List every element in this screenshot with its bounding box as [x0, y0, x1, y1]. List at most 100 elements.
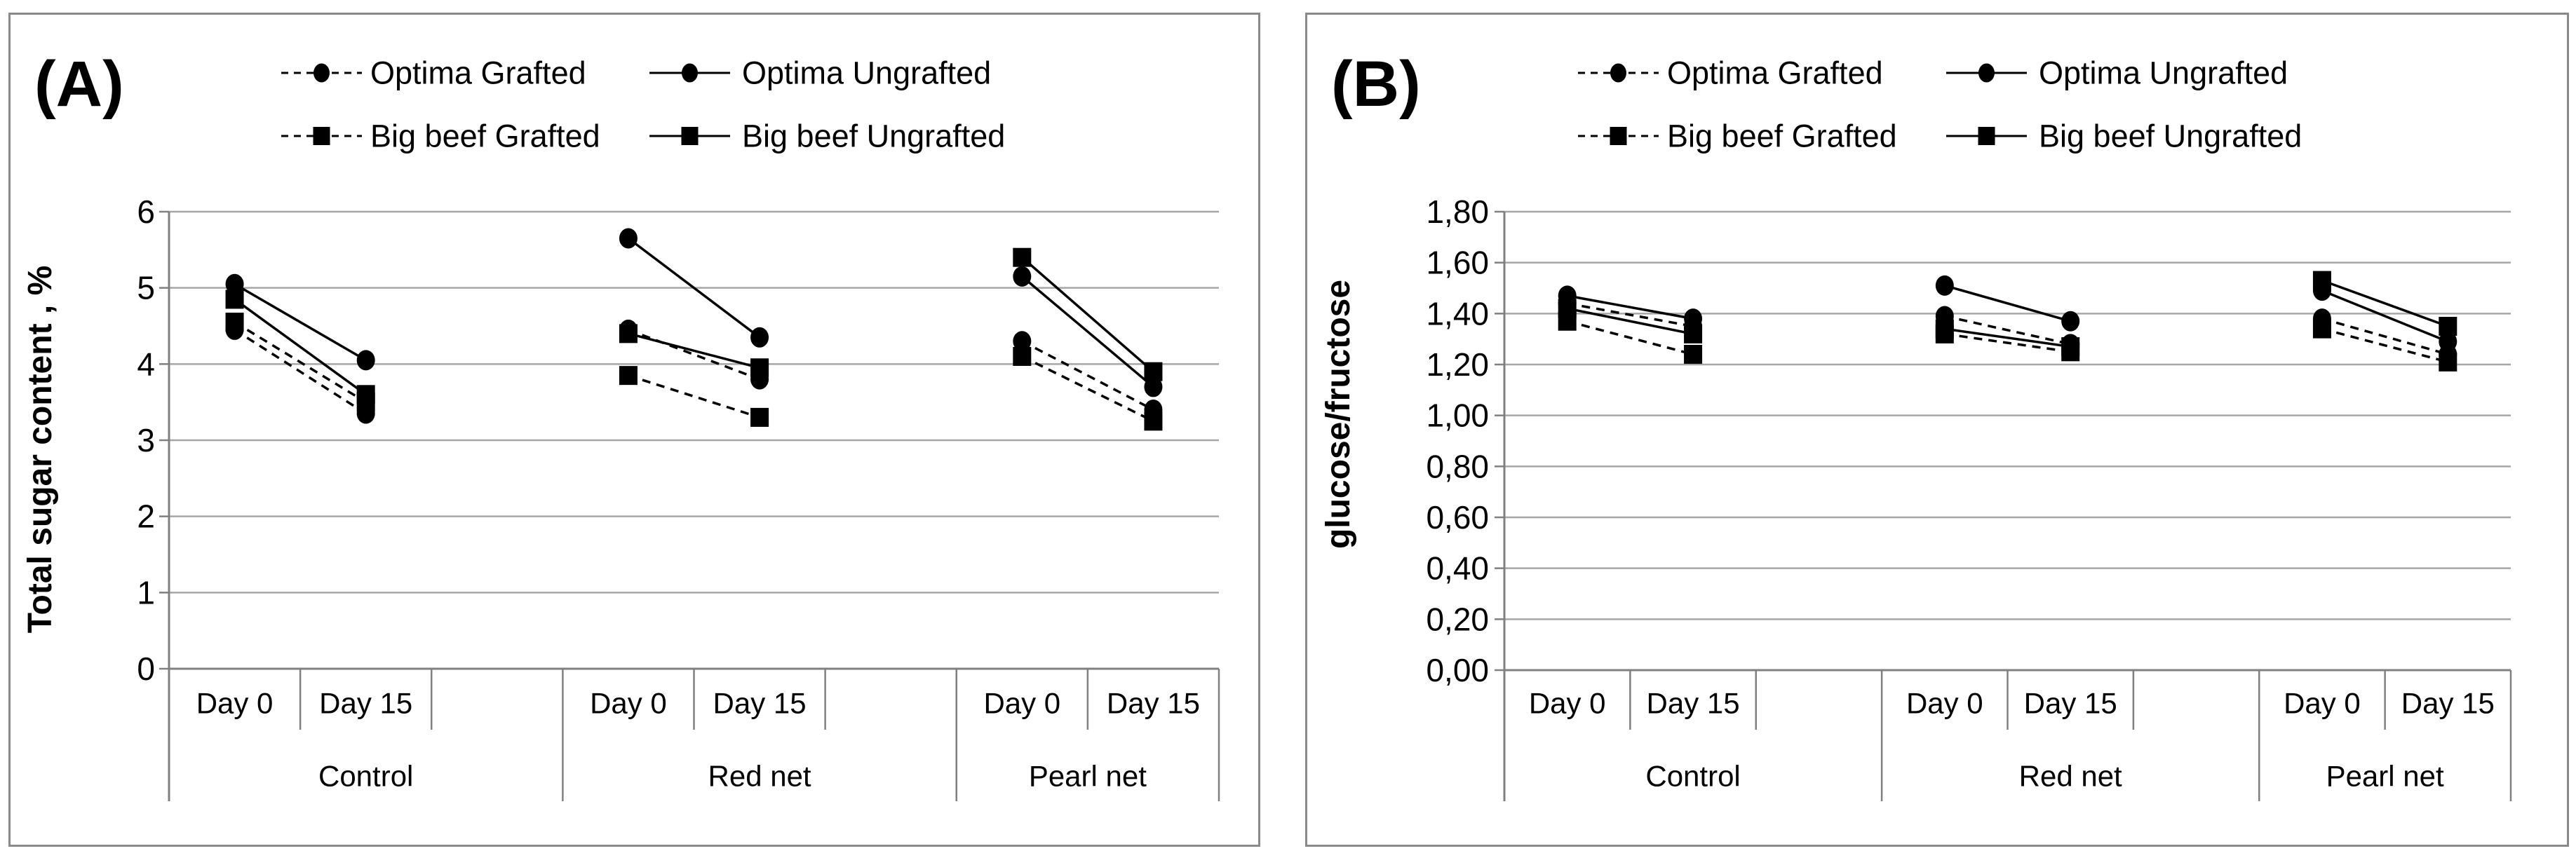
y-tick-label: 5: [137, 270, 155, 306]
series-marker-square: [2439, 352, 2457, 372]
y-tick-label: 0,00: [1426, 652, 1489, 688]
y-tick-label: 1,80: [1426, 193, 1489, 230]
series-marker-circle: [1013, 331, 1032, 352]
day-label: Day 0: [590, 687, 667, 720]
series-line: [1021, 340, 1154, 411]
chart-a-svg: 6 5 4 3 2 1 0 Day 0 Day 15 Day 0 Day 15 Day 0 Day 15…: [22, 48, 1220, 801]
day-label: Day 0: [1906, 687, 1983, 720]
legend-marker-circle: [1610, 63, 1626, 83]
series-line: [1567, 320, 1694, 356]
y-tick-label: 0: [137, 651, 155, 687]
series-line: [1567, 302, 1694, 328]
series-line: [234, 328, 367, 415]
series-marker-square: [1558, 299, 1577, 318]
series-marker-circle: [356, 350, 375, 371]
series-marker-circle: [619, 228, 638, 249]
day-label: Day 15: [2401, 687, 2495, 720]
y-tick-label: 0,60: [1426, 499, 1489, 536]
series-marker-circle: [1013, 266, 1032, 287]
group-label: Red net: [2019, 760, 2122, 793]
y-tick-label: 6: [137, 193, 155, 230]
y-tick-label: 1,40: [1426, 295, 1489, 332]
panel-b: 1,80 1,60 1,40 1,20 1,00 0,80 0,60 0,40 0,20 0,00…: [1305, 13, 2569, 847]
day-label: Day 15: [713, 687, 807, 720]
group-label: Control: [318, 760, 413, 793]
legend-label: Big beef Grafted: [370, 118, 600, 154]
series-marker-circle: [1935, 275, 1954, 296]
series-marker-circle: [1144, 376, 1163, 397]
series-marker-square: [750, 358, 769, 378]
y-tick-label: 1,60: [1426, 245, 1489, 281]
group-label: Control: [1645, 760, 1740, 793]
y-tick-label: 1: [137, 574, 155, 611]
y-tick-label: 4: [137, 346, 155, 382]
y-axis-title-b: glucose/fructose: [1320, 280, 1357, 549]
legend-marker-square: [681, 127, 699, 145]
day-label: Day 15: [1107, 687, 1200, 720]
series-line: [2321, 290, 2448, 343]
series-line: [234, 282, 367, 362]
legend-marker-square: [313, 127, 330, 145]
series-marker-square: [1144, 411, 1163, 431]
series-marker-square: [1013, 346, 1032, 366]
legend-label: Big beef Ungrafted: [742, 118, 1005, 154]
series-marker-circle: [225, 273, 244, 294]
series-line: [1567, 294, 1694, 320]
day-label: Day 15: [319, 687, 412, 720]
day-label: Day 0: [983, 687, 1060, 720]
series-line: [1021, 256, 1154, 373]
day-label: Day 0: [196, 687, 274, 720]
series-line: [627, 237, 761, 339]
group-label: Red net: [708, 760, 811, 793]
series-marker-square: [619, 366, 638, 386]
series-marker-square: [225, 290, 244, 309]
series-line: [1021, 355, 1154, 423]
group-label: Pearl net: [1029, 760, 1147, 793]
legend-label: Optima Grafted: [1667, 55, 1883, 91]
legend-marker-circle: [682, 63, 698, 83]
series-marker-square: [1684, 344, 1703, 364]
day-label: Day 0: [1529, 687, 1606, 720]
legend-marker-square: [1978, 127, 1995, 145]
series-marker-circle: [750, 327, 769, 348]
chart-b-svg: 1,80 1,60 1,40 1,20 1,00 0,80 0,60 0,40 0,20 0,00…: [1320, 48, 2512, 801]
series-line: [628, 328, 760, 381]
series-marker-square: [2061, 337, 2080, 357]
day-label: Day 15: [2024, 687, 2117, 720]
legend-label: Optima Grafted: [370, 55, 586, 91]
legend-marker-circle: [313, 63, 330, 83]
series-marker-circle: [2439, 331, 2457, 352]
series-marker-square: [1013, 247, 1032, 267]
series-line: [1944, 327, 2071, 348]
panel-a-label: (A): [34, 48, 124, 120]
group-label: Pearl net: [2326, 760, 2444, 793]
series-line: [1944, 332, 2071, 353]
panel-a: 6 5 4 3 2 1 0 Day 0 Day 15 Day 0 Day 15 Day 0 Day 15…: [8, 13, 1260, 847]
series-marker-square: [2439, 317, 2457, 336]
series-marker-circle: [1684, 308, 1703, 329]
y-tick-label: 1,00: [1426, 397, 1489, 434]
series-marker-square: [356, 385, 375, 404]
series-marker-square: [750, 407, 769, 427]
y-tick-label: 0,20: [1426, 601, 1489, 637]
series-line: [628, 374, 760, 419]
series-marker-square: [225, 313, 244, 332]
legend-label: Big beef Ungrafted: [2039, 118, 2302, 154]
series-line: [1944, 284, 2071, 322]
series-line: [234, 298, 367, 396]
y-tick-label: 2: [137, 498, 155, 535]
y-tick-label: 0,80: [1426, 448, 1489, 484]
series-line: [1944, 315, 2071, 346]
y-tick-label: 0,40: [1426, 550, 1489, 587]
legend-label: Big beef Grafted: [1667, 118, 1897, 154]
series-marker-square: [1935, 319, 1954, 339]
chart-b-plot: 1,80 1,60 1,40 1,20 1,00 0,80 0,60 0,40 0,20 0,00…: [1426, 55, 2512, 801]
series-line: [1567, 307, 1694, 336]
series-line: [1021, 275, 1154, 388]
y-tick-label: 1,20: [1426, 346, 1489, 383]
series-marker-square: [1684, 324, 1703, 343]
chart-a-plot: 6 5 4 3 2 1 0 Day 0 Day 15 Day 0 Day 15 Day 0 Day 15…: [137, 55, 1220, 801]
series-line: [2321, 317, 2448, 356]
series-marker-square: [1144, 362, 1163, 381]
